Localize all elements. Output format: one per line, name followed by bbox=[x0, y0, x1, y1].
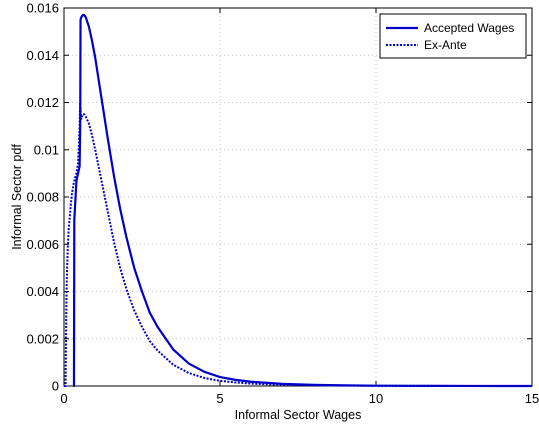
y-tick-label: 0.002 bbox=[26, 331, 59, 346]
x-tick-label: 5 bbox=[216, 391, 223, 406]
x-axis-title: Informal Sector Wages bbox=[235, 408, 362, 422]
y-tick-label: 0 bbox=[52, 379, 59, 394]
y-tick-label: 0.006 bbox=[26, 237, 59, 252]
series-line-ex-ante bbox=[64, 101, 533, 387]
legend-label-accepted-wages: Accepted Wages bbox=[424, 21, 514, 35]
y-tick-label: 0.016 bbox=[26, 1, 59, 16]
y-tick-label: 0.004 bbox=[26, 284, 59, 299]
y-tick-label: 0.012 bbox=[26, 95, 59, 110]
y-tick-label: 0.008 bbox=[26, 190, 59, 205]
x-tick-label: 10 bbox=[369, 391, 383, 406]
legend-box bbox=[379, 13, 527, 59]
legend: Accepted Wages Ex-Ante bbox=[379, 13, 527, 59]
legend-label-ex-ante: Ex-Ante bbox=[424, 38, 467, 52]
y-axis-title: Informal Sector pdf bbox=[10, 144, 24, 250]
x-tick-label: 0 bbox=[60, 391, 67, 406]
series-layer bbox=[64, 13, 533, 388]
y-tick-label: 0.014 bbox=[26, 48, 59, 63]
y-tick-label: 0.01 bbox=[34, 142, 59, 157]
x-tick-label: 15 bbox=[525, 391, 539, 406]
